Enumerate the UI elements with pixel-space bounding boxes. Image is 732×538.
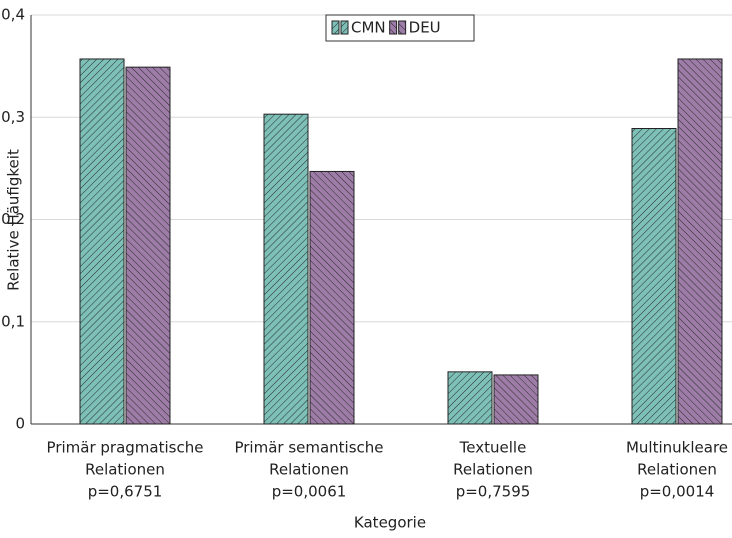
bar [447,371,493,425]
x-tick-label: p=0,6751 [88,483,163,501]
x-tick-label: p=0,0014 [640,483,715,501]
x-tick-label: Relationen [637,461,717,479]
x-axis-label: Kategorie [354,514,426,532]
bar [493,374,539,425]
x-tick-label: Multinukleare [626,439,728,457]
bar [263,113,309,425]
y-tick-label: 0,3 [1,108,25,126]
x-tick-label: p=0,7595 [456,483,531,501]
y-tick-label: 0,2 [1,210,25,228]
y-axis-label: Relative Häufigkeit [5,149,23,291]
bar [677,58,723,425]
x-tick-label: Textuelle [459,439,527,457]
x-tick-label: p=0,0061 [272,483,347,501]
legend: CMN DEU [325,14,475,42]
legend-swatch [389,20,398,35]
legend-swatch [331,20,340,35]
y-tick-label: 0,4 [1,6,25,24]
legend-label: DEU [409,19,441,37]
bar [631,127,677,425]
legend-swatch [340,20,349,35]
x-tick-label: Relationen [453,461,533,479]
bar [79,58,125,425]
y-tick-label: 0 [15,415,25,433]
legend-label: CMN [351,19,386,37]
x-tick-label: Primär semantische [234,439,383,457]
x-tick-label: Relationen [269,461,349,479]
y-tick-label: 0,1 [1,312,25,330]
x-tick-label: Primär pragmatische [47,439,204,457]
bar [125,66,171,425]
x-tick-label: Relationen [85,461,165,479]
bar [309,170,355,425]
legend-swatch [398,20,407,35]
